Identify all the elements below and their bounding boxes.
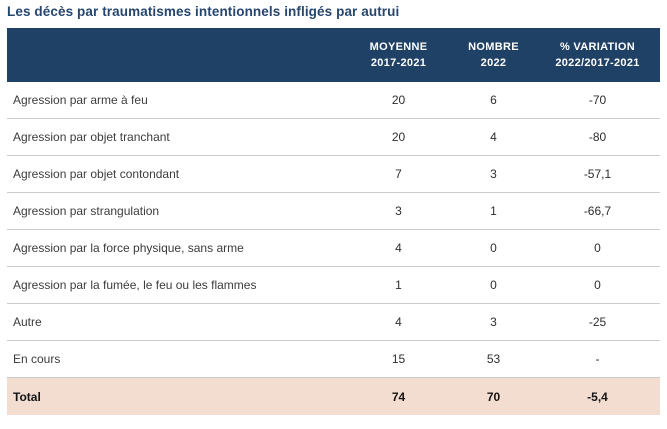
cell-nombre: 4 xyxy=(452,118,535,156)
total-moyenne: 74 xyxy=(345,377,452,415)
table-row: Agression par objet tranchant 20 4 -80 xyxy=(7,118,660,156)
cell-moyenne: 20 xyxy=(345,118,452,156)
cell-variation: -66,7 xyxy=(535,192,660,230)
table-row: Agression par la force physique, sans ar… xyxy=(7,229,660,267)
report-table-page: Les décès par traumatismes intentionnels… xyxy=(0,4,667,415)
row-label: Agression par objet contondant xyxy=(7,155,345,193)
row-label: Agression par objet tranchant xyxy=(7,118,345,156)
cell-variation: -25 xyxy=(535,303,660,341)
cell-nombre: 6 xyxy=(452,82,535,119)
cell-nombre: 0 xyxy=(452,229,535,267)
total-label: Total xyxy=(7,377,345,415)
cell-moyenne: 4 xyxy=(345,303,452,341)
header-cell-moyenne: MOYENNE 2017-2021 xyxy=(345,28,452,82)
header-nombre-line2: 2022 xyxy=(480,57,507,69)
header-cell-variation: % VARIATION 2022/2017-2021 xyxy=(535,28,660,82)
table-row: Agression par arme à feu 20 6 -70 xyxy=(7,82,660,119)
table-row: Agression par strangulation 3 1 -66,7 xyxy=(7,192,660,230)
cell-nombre: 3 xyxy=(452,303,535,341)
cell-moyenne: 1 xyxy=(345,266,452,304)
table-title: Les décès par traumatismes intentionnels… xyxy=(7,4,400,19)
row-label: Agression par arme à feu xyxy=(7,82,345,119)
total-variation: -5,4 xyxy=(535,377,660,415)
cell-moyenne: 20 xyxy=(345,82,452,119)
table-header: MOYENNE 2017-2021 NOMBRE 2022 % VARIATIO… xyxy=(7,28,660,82)
cell-variation: -57,1 xyxy=(535,155,660,193)
cell-moyenne: 15 xyxy=(345,340,452,378)
cell-nombre: 1 xyxy=(452,192,535,230)
cell-nombre: 0 xyxy=(452,266,535,304)
header-moyenne-line2: 2017-2021 xyxy=(370,57,427,69)
table-row: En cours 15 53 - xyxy=(7,340,660,378)
row-label: Agression par strangulation xyxy=(7,192,345,230)
cell-nombre: 53 xyxy=(452,340,535,378)
row-label: Autre xyxy=(7,303,345,341)
table-row: Agression par la fumée, le feu ou les fl… xyxy=(7,266,660,304)
cell-moyenne: 4 xyxy=(345,229,452,267)
header-variation-line2: 2022/2017-2021 xyxy=(555,57,640,69)
header-nombre-line1: NOMBRE xyxy=(468,41,519,53)
header-cell-empty xyxy=(7,28,345,82)
header-variation-line1: % VARIATION xyxy=(559,41,635,53)
cell-nombre: 3 xyxy=(452,155,535,193)
header-moyenne-line1: MOYENNE xyxy=(369,41,428,53)
header-row: MOYENNE 2017-2021 NOMBRE 2022 % VARIATIO… xyxy=(7,28,660,82)
cell-variation: 0 xyxy=(535,229,660,267)
row-label: Agression par la fumée, le feu ou les fl… xyxy=(7,266,345,304)
cell-moyenne: 3 xyxy=(345,192,452,230)
cell-variation: 0 xyxy=(535,266,660,304)
total-row: Total 74 70 -5,4 xyxy=(7,377,660,415)
table-row: Agression par objet contondant 7 3 -57,1 xyxy=(7,155,660,193)
table-body: Agression par arme à feu 20 6 -70 Agress… xyxy=(7,82,660,415)
deaths-by-intentional-trauma-table: MOYENNE 2017-2021 NOMBRE 2022 % VARIATIO… xyxy=(7,28,660,415)
total-nombre: 70 xyxy=(452,377,535,415)
cell-moyenne: 7 xyxy=(345,155,452,193)
row-label: Agression par la force physique, sans ar… xyxy=(7,229,345,267)
row-label: En cours xyxy=(7,340,345,378)
header-cell-nombre: NOMBRE 2022 xyxy=(452,28,535,82)
table-row: Autre 4 3 -25 xyxy=(7,303,660,341)
cell-variation: - xyxy=(535,340,660,378)
cell-variation: -70 xyxy=(535,82,660,119)
cell-variation: -80 xyxy=(535,118,660,156)
